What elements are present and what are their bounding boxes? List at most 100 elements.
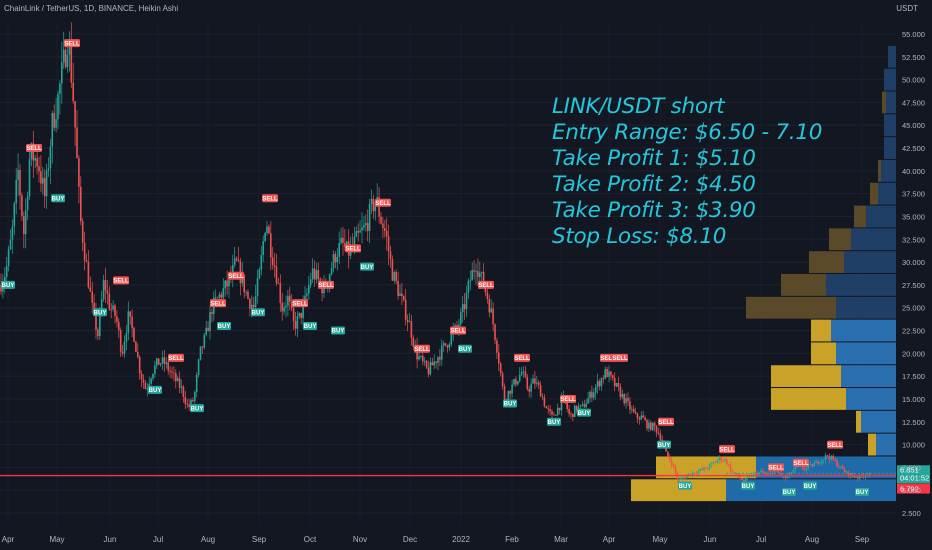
y-tick-label: 22.500: [902, 327, 925, 336]
currency-label: USDT: [896, 4, 918, 13]
candle-body: [769, 472, 772, 475]
grid-lines: [0, 24, 896, 525]
candle-body: [81, 221, 84, 243]
signal-box: [678, 481, 692, 490]
candle-body: [826, 455, 829, 457]
candle-body: [78, 158, 80, 187]
volume-bar-down: [746, 296, 836, 319]
candle-body: [308, 285, 310, 294]
signal-box: [657, 440, 671, 449]
signal-box: [217, 321, 231, 330]
candle-body: [555, 415, 557, 416]
candle-body: [285, 305, 287, 308]
buy-signal: BUY: [190, 404, 204, 412]
candle-body: [309, 279, 312, 286]
candle-body: [99, 312, 101, 337]
y-tick-label: 35.000: [902, 212, 925, 221]
candle-body: [355, 231, 358, 237]
candle-body: [496, 340, 498, 353]
candle-body: [387, 236, 390, 252]
stop-price-tag: 6.792: [897, 483, 930, 494]
buy-signal: BUY: [577, 408, 591, 417]
y-tick-label: 15.000: [902, 395, 925, 404]
candle-body: [216, 297, 219, 299]
signal-text: SELL: [560, 397, 576, 403]
candle-body: [651, 422, 654, 430]
candle-body: [70, 42, 73, 83]
candle-body: [167, 362, 169, 371]
candle-body: [625, 398, 627, 404]
candle-body: [281, 302, 283, 312]
volume-bar-down: [631, 479, 726, 502]
candle-body: [49, 146, 52, 169]
candle-body: [62, 49, 65, 63]
candle-body: [650, 422, 652, 430]
candle-body: [465, 292, 468, 310]
signal-text: BUY: [218, 324, 231, 330]
candle-body: [515, 379, 517, 385]
candle-body: [243, 274, 245, 293]
candle-body: [197, 359, 200, 375]
candle-body: [372, 198, 375, 212]
signal-box: [93, 308, 107, 317]
volume-bar-up: [831, 319, 896, 342]
candle-body: [762, 470, 764, 473]
candle-body: [391, 259, 394, 281]
candle-body: [95, 310, 97, 330]
signal-text: SELL: [113, 279, 129, 285]
candle-body: [475, 271, 477, 272]
x-tick-label: Oct: [304, 535, 317, 544]
candle-body: [632, 408, 635, 412]
candle-body: [361, 227, 363, 231]
buy-signal: BUY: [51, 194, 65, 202]
candle-body: [340, 237, 342, 243]
candle-body: [461, 304, 464, 313]
candle-body: [380, 216, 382, 224]
candle-body: [26, 196, 29, 211]
candle-body: [144, 383, 147, 390]
candle-body: [245, 291, 247, 293]
x-tick-label: Aug: [805, 535, 819, 544]
candle-body: [484, 287, 487, 293]
signal-text: BUY: [2, 283, 15, 289]
candle-body: [344, 242, 346, 247]
volume-bar-down: [882, 91, 886, 114]
candle-body: [849, 473, 852, 477]
candle-body: [300, 312, 302, 318]
signal-box: [855, 488, 869, 497]
candle-body: [606, 368, 608, 377]
candle-body: [551, 411, 553, 415]
candle-body: [691, 472, 694, 476]
candle-body: [156, 358, 158, 366]
signal-box: [719, 445, 735, 454]
signal-box: [741, 481, 755, 490]
volume-bar-down: [868, 433, 876, 456]
volume-bar-down: [811, 319, 831, 342]
sell-signal: SELL: [375, 198, 391, 207]
candle-body: [612, 375, 614, 378]
sell-signal: SELL: [612, 353, 628, 362]
signal-box: [331, 326, 345, 335]
volume-bar-down: [856, 410, 861, 433]
candle-body: [699, 469, 701, 472]
volume-bar-up: [861, 410, 896, 433]
candle-body: [707, 468, 709, 470]
candle-body: [256, 278, 259, 297]
candle-body: [760, 470, 762, 473]
sell-signal: SELL: [210, 299, 226, 307]
candle-body: [539, 385, 542, 397]
candle-body: [19, 169, 21, 196]
signal-box: [560, 394, 576, 403]
buy-signal: BUY: [360, 262, 374, 271]
candle-body: [271, 257, 274, 266]
candle-body: [93, 302, 95, 311]
candle-body: [678, 479, 681, 481]
candle-body: [254, 296, 257, 308]
candle-body: [342, 237, 344, 243]
buy-signal: BUY: [503, 399, 517, 408]
candle-body: [435, 361, 437, 363]
signal-text: SELL: [375, 201, 391, 207]
candle-body: [4, 277, 6, 284]
candle-body: [201, 346, 204, 348]
